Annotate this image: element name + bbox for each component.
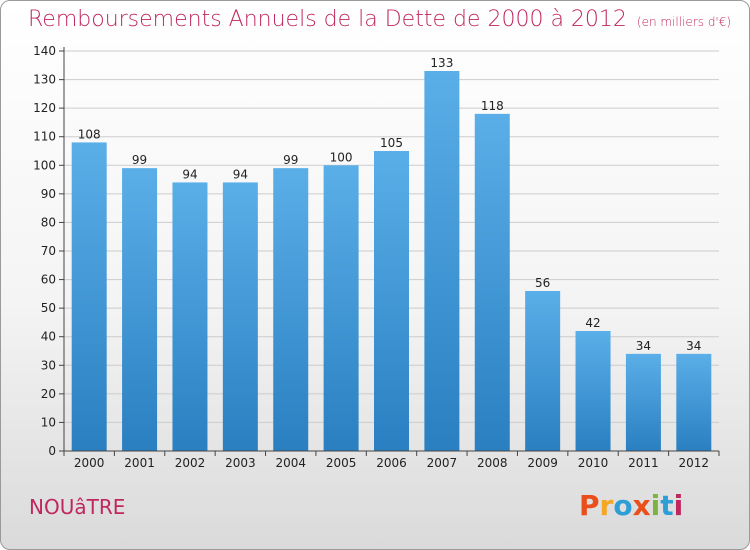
y-tick-label: 10 [41,415,56,429]
bar-2005 [323,165,359,452]
value-label-2012: 34 [686,339,701,353]
bar-2010 [575,331,611,451]
value-label-2000: 108 [78,127,101,141]
bar-2007 [424,71,460,451]
logo-letter: x [632,489,651,522]
value-label-2003: 94 [233,167,248,181]
y-tick-label: 130 [33,73,56,87]
chart-title: Remboursements Annuels de la Dette de 20… [28,7,731,32]
bar-2006 [374,151,409,451]
x-tick-label-2005: 2005 [326,456,357,470]
x-tick-label-2006: 2006 [376,456,407,470]
x-tick-label-2008: 2008 [477,456,508,470]
x-tick-label-2010: 2010 [578,456,609,470]
x-tick-label-2001: 2001 [124,456,155,470]
value-label-2001: 99 [132,153,147,167]
logo-letter: t [660,489,674,522]
value-label-2008: 118 [481,99,504,113]
town-name: NOUâTRE [29,495,126,519]
x-tick-label-2007: 2007 [427,456,458,470]
bar-2011 [625,353,661,451]
logo-letter: i [650,489,661,522]
y-tick-label: 110 [33,130,56,144]
x-axis-ticks: 2000 2001 2002 2003 2004 2005 2006 2007 2008 2009… [63,451,720,470]
axes [63,47,719,452]
y-tick-label: 120 [33,101,56,115]
value-label-2011: 34 [636,339,651,353]
x-tick-label-2003: 2003 [225,456,256,470]
y-tick-label: 30 [41,358,56,372]
value-label-2007: 133 [430,56,453,70]
bars [71,71,712,452]
y-tick-label: 40 [41,330,56,344]
value-label-2002: 94 [182,167,197,181]
y-tick-label: 20 [41,387,56,401]
logo-letter: o [613,489,633,522]
y-tick-label: 140 [33,44,56,58]
value-label-2009: 56 [535,276,550,290]
y-tick-label: 60 [41,273,56,287]
x-tick-label-2012: 2012 [679,456,710,470]
y-tick-label: 80 [41,215,56,229]
title-text: Remboursements Annuels de la Dette de 20… [28,7,627,32]
bar-2004 [273,168,309,451]
value-label-2010: 42 [585,316,600,330]
y-tick-label: 50 [41,301,56,315]
value-label-2005: 100 [330,150,353,164]
chart-subtitle: (en milliers d'€) [636,15,732,29]
logo-letter: P [579,489,600,522]
bar-2009 [525,291,561,451]
y-tick-label: 90 [41,187,56,201]
x-tick-label-2004: 2004 [275,456,306,470]
x-tick-label-2000: 2000 [74,456,105,470]
bar-2000 [71,142,107,451]
bar-2002 [172,182,208,451]
y-tick-label: 70 [41,244,56,258]
value-label-2006: 105 [380,136,403,150]
y-tick-label: 100 [33,158,56,172]
x-tick-label-2002: 2002 [175,456,206,470]
bar-2003 [222,182,258,451]
bar-2008 [474,113,510,451]
x-tick-label-2011: 2011 [628,456,659,470]
y-axis-ticks: 0 10 20 30 40 50 60 70 80 90 100 110 120 130 140 [33,44,64,458]
value-labels: 108 99 94 94 99 100 105 133 118 56 42 34 34 [78,56,702,353]
value-label-2004: 99 [283,153,298,167]
bar-2001 [122,168,158,451]
bar-2012 [676,353,712,451]
proxiti-logo: Proxiti [579,489,683,522]
y-tick-label: 0 [48,444,56,458]
x-tick-label-2009: 2009 [527,456,558,470]
logo-letter: i [673,489,684,522]
logo-letter: r [599,489,614,522]
